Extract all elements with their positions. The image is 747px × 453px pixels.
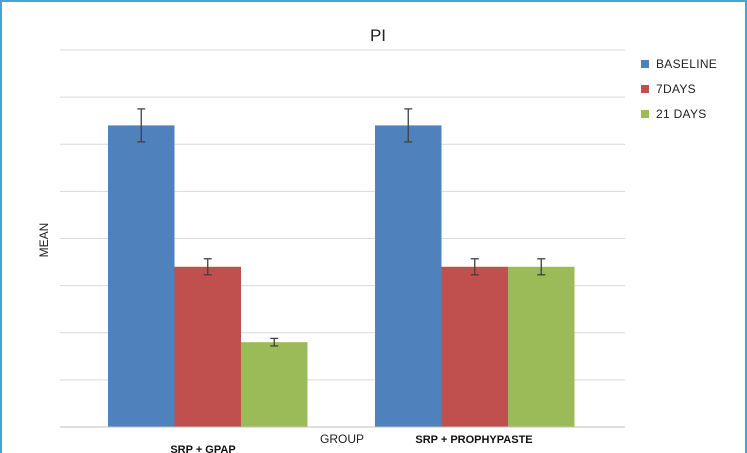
- legend-swatch-7days: [641, 85, 649, 93]
- bar-srp-prophypaste-21-days: [508, 266, 575, 427]
- legend-swatch-baseline: [641, 60, 649, 68]
- bar-srp-gpap-7days: [174, 266, 241, 427]
- bars: [108, 125, 575, 428]
- error-bars: [137, 108, 546, 347]
- category-label-srp-prophypaste: SRP + PROPHYPASTE: [415, 434, 532, 446]
- error-bar-srp-prophypaste-7days: [470, 258, 479, 276]
- error-bar-srp-gpap-baseline: [137, 108, 146, 143]
- error-bar-srp-prophypaste-baseline: [404, 108, 413, 143]
- bar-srp-gpap-baseline: [108, 125, 175, 428]
- bar-srp-gpap-21-days: [241, 342, 308, 427]
- legend-label-7days: 7DAYS: [656, 82, 696, 96]
- chart-title: PI: [370, 26, 386, 45]
- y-axis-label: MEAN: [37, 223, 51, 258]
- legend-swatch-21days: [641, 110, 649, 118]
- x-axis-label: GROUP: [320, 432, 364, 446]
- error-bar-srp-gpap-21-days: [270, 337, 279, 347]
- category-label-srp-gpap: SRP + GPAP: [170, 444, 235, 453]
- error-bar-srp-prophypaste-21-days: [537, 258, 546, 276]
- legend-label-baseline: BASELINE: [656, 57, 717, 71]
- bar-srp-prophypaste-7days: [441, 266, 508, 427]
- legend: BASELINE 7DAYS 21 DAYS: [641, 57, 717, 121]
- bar-srp-prophypaste-baseline: [375, 125, 442, 428]
- error-bar-srp-gpap-7days: [203, 258, 212, 276]
- legend-label-21days: 21 DAYS: [656, 107, 707, 121]
